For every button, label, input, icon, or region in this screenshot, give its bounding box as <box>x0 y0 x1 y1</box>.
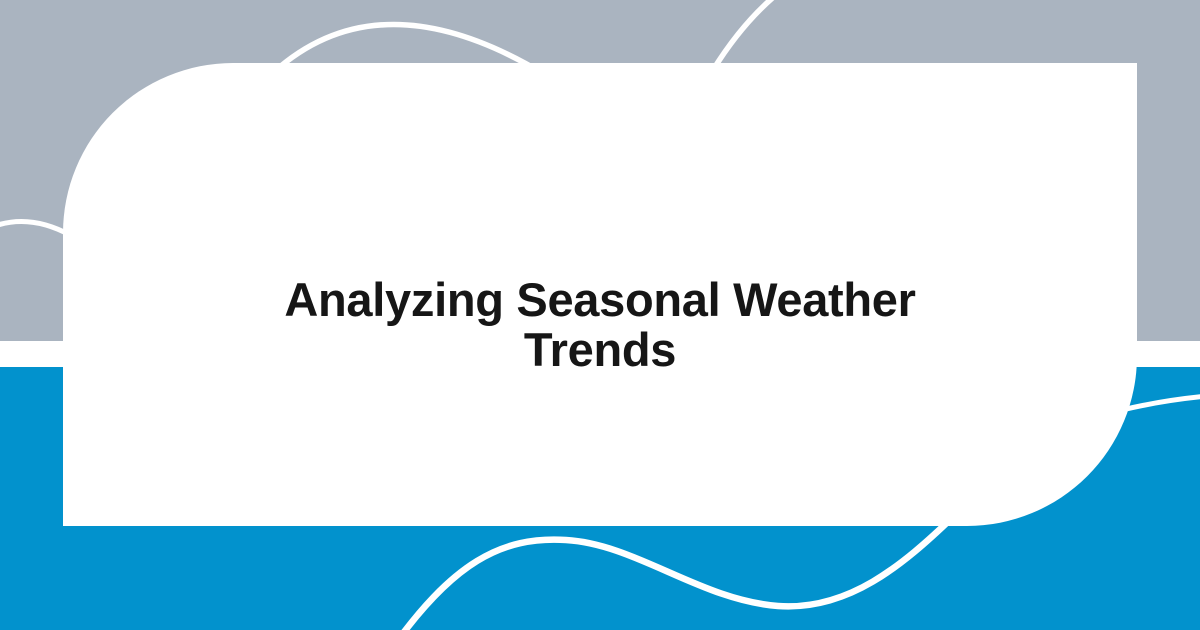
title-card: Analyzing Seasonal Weather Trends <box>63 63 1137 526</box>
page-title: Analyzing Seasonal Weather Trends <box>284 273 916 376</box>
